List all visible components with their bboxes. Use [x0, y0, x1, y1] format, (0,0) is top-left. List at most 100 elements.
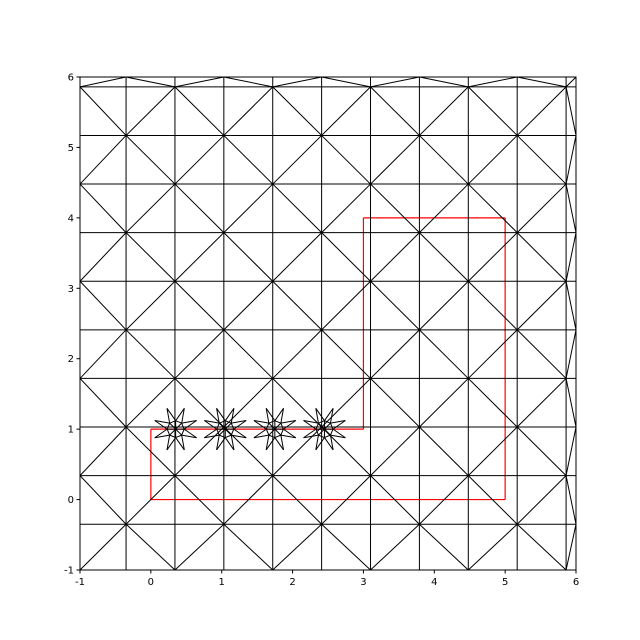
mesh-edge	[216, 408, 226, 421]
mesh-edge	[517, 77, 567, 88]
mesh-edge	[419, 329, 469, 379]
mesh-edge	[516, 378, 567, 428]
mesh-edge	[321, 77, 371, 88]
mesh-edge	[280, 434, 296, 439]
mesh-edge	[274, 437, 284, 451]
mesh-edge	[204, 420, 218, 430]
mesh-edge	[183, 428, 197, 439]
mesh-edge	[216, 408, 220, 424]
mesh-edge	[419, 135, 469, 185]
mesh-edge	[516, 86, 567, 136]
mesh-edge	[370, 135, 420, 185]
mesh-edge	[125, 232, 176, 282]
mesh-edge	[315, 435, 319, 451]
mesh-edge	[370, 183, 420, 234]
mesh-edge	[370, 378, 420, 428]
mesh-edge	[516, 135, 567, 185]
mesh-edge	[174, 183, 225, 234]
mesh-edge	[225, 420, 232, 424]
mesh-edge	[315, 422, 319, 430]
y-tick-label: 0	[68, 495, 74, 506]
mesh-edge	[230, 408, 235, 424]
mesh-edge	[216, 422, 220, 430]
mesh-edge	[174, 135, 225, 185]
mesh-edge	[516, 475, 567, 525]
mesh-edge	[174, 475, 225, 525]
mesh-edge	[253, 428, 267, 439]
mesh-edge	[272, 135, 322, 185]
mesh-edge	[321, 378, 371, 428]
mesh-edge	[80, 183, 127, 233]
mesh-edge	[272, 523, 322, 570]
mesh-edge	[216, 437, 226, 451]
mesh-edge	[223, 475, 274, 525]
mesh-edge	[265, 437, 276, 451]
mesh-edge	[223, 232, 274, 282]
mesh-edge	[516, 426, 567, 476]
mesh-edge	[223, 523, 274, 570]
mesh-edge	[324, 422, 331, 430]
mesh-edge	[125, 523, 176, 570]
mesh-edge	[224, 437, 235, 451]
mesh-edge	[80, 475, 127, 525]
mesh-edge	[318, 422, 325, 430]
mesh-edge	[467, 86, 518, 136]
mesh-edge	[183, 420, 197, 430]
mesh-edge	[370, 86, 420, 136]
mesh-edge	[303, 420, 319, 424]
mesh-edge	[330, 420, 346, 424]
mesh-edge	[516, 232, 567, 282]
mesh-edge	[80, 232, 127, 282]
mesh-edge	[467, 135, 518, 185]
mesh-edge	[321, 86, 371, 136]
mesh-edge	[330, 434, 346, 439]
mesh-edge	[332, 428, 346, 439]
mesh-edge	[265, 408, 276, 421]
mesh-edge	[174, 280, 225, 331]
mesh-edge	[80, 523, 127, 570]
mesh-edge	[315, 408, 319, 424]
mesh-edge	[80, 426, 127, 476]
mesh-edge	[233, 420, 247, 430]
mesh-edge	[219, 434, 226, 439]
mesh-edge	[181, 422, 185, 430]
mesh-edge	[154, 428, 168, 439]
mesh-edge	[169, 434, 176, 439]
mesh-edge	[324, 428, 331, 436]
mesh-edge	[223, 86, 274, 136]
mesh-edge	[370, 232, 420, 282]
mesh-edge	[565, 475, 576, 525]
mesh-edge	[318, 420, 325, 424]
mesh-edge	[565, 183, 576, 233]
mesh-edge	[265, 435, 270, 451]
mesh-edge	[204, 434, 220, 439]
mesh-edge	[419, 523, 469, 570]
mesh-edge	[467, 329, 518, 379]
mesh-edge	[233, 428, 247, 439]
mesh-edge	[565, 232, 576, 282]
mesh-edge	[181, 434, 197, 439]
mesh-edge	[565, 378, 576, 428]
mesh-edge	[175, 437, 185, 451]
mesh-edge	[174, 378, 225, 428]
mesh-edge	[169, 422, 177, 430]
mesh-edge	[565, 77, 576, 88]
mesh-edge	[166, 408, 171, 424]
y-tick-label: 6	[68, 73, 74, 84]
mesh-edge	[516, 183, 567, 234]
mesh-edge	[419, 86, 469, 136]
mesh-edge	[231, 434, 247, 439]
mesh-edge	[166, 408, 177, 421]
mesh-edge	[125, 426, 176, 476]
mesh-edge	[223, 280, 274, 331]
mesh-edge	[330, 428, 334, 436]
mesh-edge	[224, 422, 232, 430]
mesh-edge	[125, 135, 176, 185]
mesh-edge	[419, 280, 469, 331]
mesh-edge	[268, 420, 276, 424]
mesh-edge	[467, 378, 518, 428]
y-tick-label: 2	[68, 354, 74, 365]
mesh-edge	[230, 428, 235, 436]
mesh-edge	[181, 408, 185, 424]
mesh-edge	[166, 428, 171, 436]
